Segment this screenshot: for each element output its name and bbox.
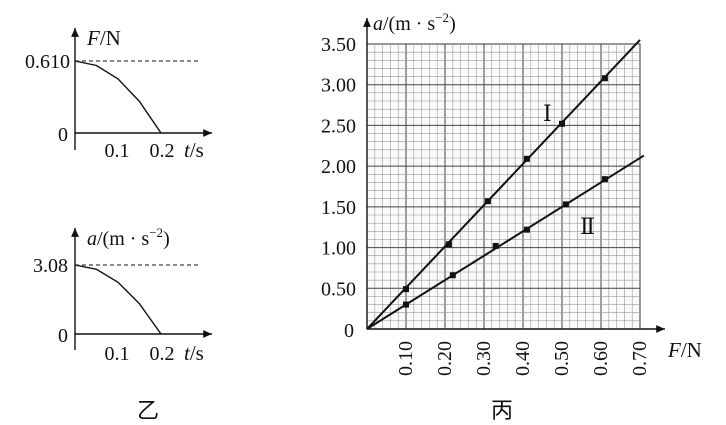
p3-x-tick-label: 0.50 bbox=[551, 341, 573, 376]
p3-y-tick-label: 3.50 bbox=[321, 34, 356, 56]
p3-y-tick-label: 1.00 bbox=[321, 238, 356, 260]
p3-series-1-point bbox=[559, 120, 565, 127]
p3-series-1-point bbox=[403, 286, 409, 293]
p3-y-axis-label: a/(m · s−2) bbox=[373, 10, 456, 35]
p3-series-1-point bbox=[601, 75, 608, 82]
p2-peak-label: 3.08 bbox=[33, 255, 68, 277]
p2-x-axis-label: t/s bbox=[184, 341, 204, 365]
p3-y-tick-label: 1.50 bbox=[321, 197, 356, 219]
p3-series-2-point bbox=[523, 226, 530, 233]
panel-force-time: 0.610 0 0.1 0.2 F/N t/s bbox=[25, 26, 212, 162]
caption-left: 乙 bbox=[137, 398, 159, 423]
p3-series-2-point bbox=[449, 272, 456, 279]
p3-x-tick-label: 0.60 bbox=[590, 341, 612, 376]
p3-y-tick-label: 0.50 bbox=[321, 278, 356, 300]
p1-x-tick-2: 0.2 bbox=[150, 140, 175, 162]
p3-origin-label: 0 bbox=[344, 320, 354, 342]
p1-x-tick-1: 0.1 bbox=[105, 140, 130, 162]
p3-series-label-I: Ⅰ bbox=[543, 101, 552, 126]
p3-y-tick-label: 2.50 bbox=[321, 115, 356, 137]
p1-peak-label: 0.610 bbox=[25, 51, 70, 73]
p2-origin-label: 0 bbox=[58, 325, 68, 347]
p2-x-tick-2: 0.2 bbox=[150, 343, 175, 365]
p3-series-1-point bbox=[484, 198, 491, 205]
p3-series-2-point bbox=[403, 301, 409, 308]
p2-y-axis-label: a/(m · s−2) bbox=[87, 225, 170, 250]
p1-origin-label: 0 bbox=[58, 124, 68, 146]
p3-y-tick-label: 2.00 bbox=[321, 156, 356, 178]
p3-series-2-line bbox=[366, 154, 645, 330]
p3-series-1-line bbox=[366, 39, 641, 330]
p3-x-tick-label: 0.10 bbox=[395, 341, 417, 376]
p3-series-label-II: Ⅱ bbox=[580, 214, 595, 239]
panel-acceleration-time: 3.08 0 0.1 0.2 a/(m · s−2) t/s bbox=[33, 225, 212, 365]
p3-series-1-point bbox=[523, 155, 530, 162]
panel-acceleration-force: 0.50 1.00 1.50 2.00 2.50 3.00 3.50 0.10 0.20 0.30… bbox=[321, 10, 702, 376]
p2-curve bbox=[74, 264, 162, 335]
p2-x-tick-1: 0.1 bbox=[105, 343, 130, 365]
p3-x-tick-label: 0.30 bbox=[473, 341, 495, 376]
p1-x-axis-label: t/s bbox=[184, 138, 204, 162]
p1-curve bbox=[74, 60, 162, 134]
p3-x-tick-label: 0.70 bbox=[629, 341, 651, 376]
p3-series-2-point bbox=[492, 242, 499, 249]
caption-right: 丙 bbox=[491, 398, 513, 423]
p3-series-1-point bbox=[445, 241, 452, 248]
p3-x-tick-label: 0.20 bbox=[434, 341, 456, 376]
p3-series-group bbox=[366, 39, 645, 330]
p3-tick-labels: 0.50 1.00 1.50 2.00 2.50 3.00 3.50 0.10 0.20 0.30… bbox=[321, 34, 651, 376]
p3-y-tick-label: 3.00 bbox=[321, 75, 356, 97]
p3-x-axis-label: F/N bbox=[667, 338, 702, 362]
p3-series-2-point bbox=[601, 176, 608, 183]
p3-x-tick-label: 0.40 bbox=[512, 341, 534, 376]
p3-series-2-point bbox=[562, 201, 569, 208]
p1-y-axis-label: F/N bbox=[86, 26, 121, 50]
